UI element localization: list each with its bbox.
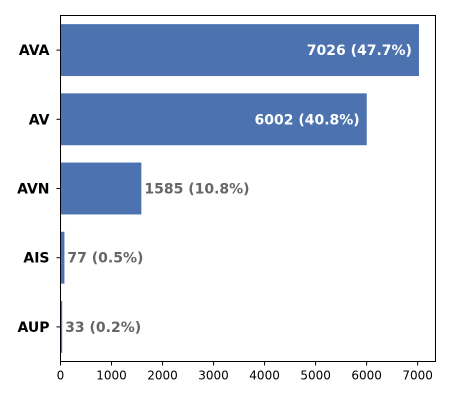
x-tick-label: 1000	[96, 369, 127, 383]
x-tick-label: 3000	[198, 369, 229, 383]
plot-frame	[60, 15, 436, 362]
y-tick-label-aup: AUP	[17, 320, 49, 336]
data-label-ais: 77 (0.5%)	[67, 251, 143, 267]
bar-ava	[60, 24, 419, 77]
x-axis: 0 1000 2000 3000 4000 5000 6000 7000	[57, 361, 433, 383]
bars-group	[60, 24, 419, 353]
x-tick-label: 0	[57, 369, 65, 383]
y-tick-label-av: AV	[29, 112, 50, 128]
data-label-avn: 1585 (10.8%)	[144, 182, 249, 198]
y-tick-label-ava: AVA	[19, 43, 50, 59]
bar-avn	[60, 162, 142, 215]
data-label-av: 6002 (40.8%)	[255, 112, 360, 128]
x-tick-label: 6000	[351, 369, 382, 383]
x-tick-label: 7000	[402, 369, 433, 383]
bar-av	[60, 93, 367, 146]
data-label-aup: 33 (0.2%)	[65, 320, 141, 336]
x-tick-label: 4000	[249, 369, 280, 383]
y-tick-label-avn: AVN	[17, 182, 49, 198]
bar-ais	[60, 231, 65, 284]
data-label-ava: 7026 (47.7%)	[307, 43, 412, 59]
x-tick-label: 5000	[300, 369, 331, 383]
y-tick-label-ais: AIS	[23, 251, 49, 267]
data-labels-group: 7026 (47.7%) 6002 (40.8%) 1585 (10.8%) 77 (…	[65, 43, 412, 336]
x-tick-label: 2000	[147, 369, 178, 383]
bar-aup	[60, 300, 63, 353]
y-axis: AVA AV AVN AIS AUP	[17, 43, 61, 336]
